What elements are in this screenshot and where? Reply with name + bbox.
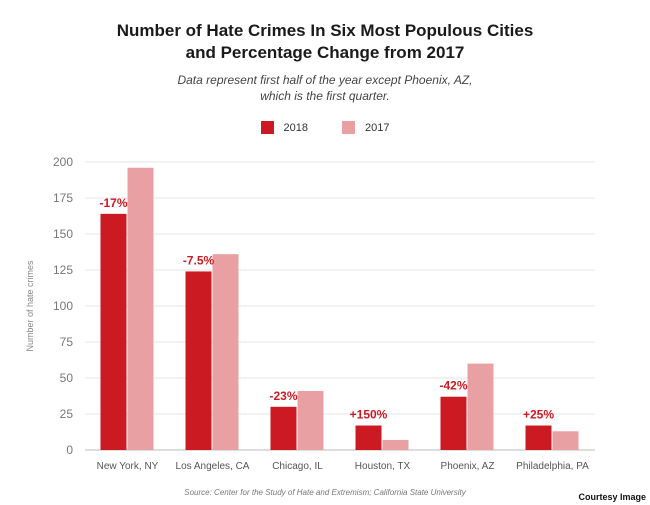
chart-title-line-1: Number of Hate Crimes In Six Most Populo…	[116, 21, 534, 40]
y-tick-label: 175	[53, 191, 73, 205]
legend-swatch-2018	[260, 121, 274, 134]
percent-change-label: -23%	[269, 389, 297, 403]
bar-2017	[467, 363, 494, 450]
chart-subtitle: Data represent first half of the year ex…	[0, 72, 650, 104]
chart-subtitle-line-1: Data represent first half of the year ex…	[177, 73, 473, 87]
bar-2017	[212, 254, 239, 450]
y-axis-label: Number of hate crimes	[25, 260, 35, 352]
chart-title: Number of Hate Crimes In Six Most Populo…	[0, 20, 650, 64]
bar-2018	[440, 396, 467, 450]
legend-swatch-2017	[342, 121, 355, 134]
y-tick-label: 125	[53, 263, 73, 277]
bar-2017	[127, 167, 154, 450]
percent-change-label: +25%	[523, 408, 554, 422]
percent-change-label: -7.5%	[183, 253, 215, 267]
bar-2017	[552, 431, 579, 450]
y-tick-label: 50	[60, 371, 74, 385]
legend-item-2017: 2017	[342, 121, 389, 134]
x-tick-label: Phoenix, AZ	[441, 461, 495, 472]
percent-change-label: -42%	[439, 379, 467, 393]
image-credit: Courtesy Image	[578, 492, 646, 502]
x-tick-label: Los Angeles, CA	[176, 461, 250, 472]
y-tick-label: 0	[66, 443, 73, 457]
source-note: Source: Center for the Study of Hate and…	[184, 488, 466, 497]
legend-label-2018: 2018	[283, 121, 308, 134]
bar-2018	[355, 425, 382, 450]
x-tick-label: New York, NY	[97, 461, 159, 472]
y-tick-label: 100	[53, 299, 73, 313]
y-tick-label: 25	[60, 407, 74, 421]
x-tick-label: Philadelphia, PA	[516, 461, 589, 472]
bar-2018	[185, 271, 212, 450]
x-tick-label: Houston, TX	[355, 461, 411, 472]
chart-subtitle-line-2: which is the first quarter.	[260, 89, 390, 103]
legend-label-2017: 2017	[365, 121, 390, 134]
chart-legend: 2018 2017	[0, 121, 650, 134]
legend-item-2018: 2018	[260, 121, 308, 134]
percent-change-label: -17%	[99, 196, 127, 210]
y-tick-label: 75	[60, 335, 74, 349]
percent-change-label: +150%	[350, 408, 388, 422]
x-tick-label: Chicago, IL	[272, 461, 323, 472]
y-tick-label: 200	[53, 155, 73, 169]
chart-title-line-2: and Percentage Change from 2017	[185, 43, 465, 62]
bar-2018	[525, 425, 552, 450]
bar-2017	[382, 439, 409, 450]
bar-2017	[297, 390, 324, 450]
bar-2018	[270, 406, 297, 450]
bar-2018	[100, 213, 127, 450]
y-tick-label: 150	[53, 227, 73, 241]
